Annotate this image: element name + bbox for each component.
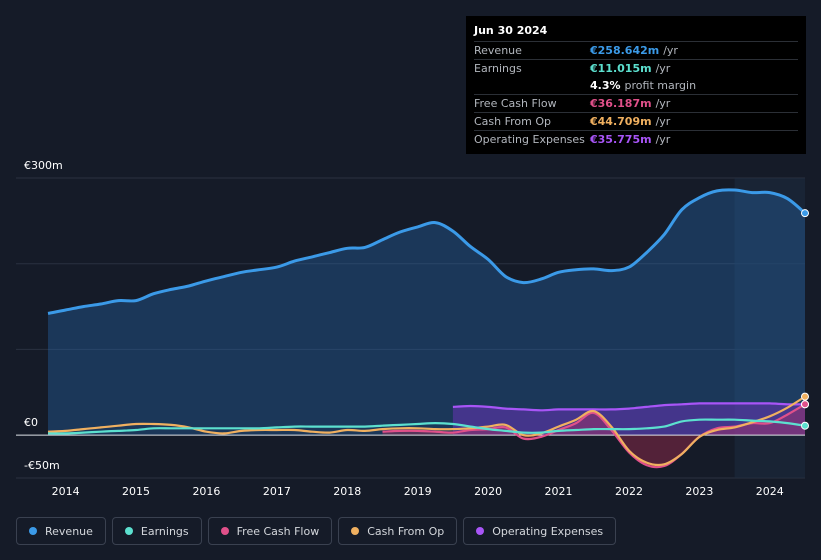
- free-cash-flow-area: [382, 404, 805, 468]
- x-tick-label: 2016: [192, 485, 220, 498]
- legend-item-cash-from-op[interactable]: Cash From Op: [338, 517, 458, 545]
- cash-from-op-end-dot: [801, 392, 809, 401]
- tooltip-row-unit: profit margin: [624, 78, 697, 92]
- x-tick-label: 2022: [615, 485, 643, 498]
- tooltip-row-label: Operating Expenses: [474, 132, 585, 146]
- tooltip-row-value: €44.709m: [590, 114, 652, 128]
- highlight-rect: [734, 178, 805, 478]
- tooltip-row-unit: /yr: [655, 132, 671, 146]
- tooltip: Jun 30 2024 Revenue €258.642m/yr Earnings €…: [466, 16, 806, 154]
- legend-item-earnings[interactable]: Earnings: [111, 517, 202, 545]
- x-tick-label: 2020: [474, 485, 502, 498]
- revenue-area: [48, 189, 805, 436]
- tooltip-row-value: €258.642m: [590, 43, 660, 57]
- tooltip-row-unit: /yr: [655, 61, 671, 75]
- tooltip-row-value: 4.3%: [590, 78, 621, 92]
- tooltip-row-unit: /yr: [655, 96, 671, 110]
- highlight-band: [734, 178, 805, 478]
- tooltip-row-label: Revenue: [474, 43, 522, 57]
- x-tick-label: 2023: [685, 485, 713, 498]
- x-tick-label: 2014: [52, 485, 80, 498]
- legend-dot-icon: [351, 527, 360, 535]
- tooltip-row-value: €36.187m: [590, 96, 652, 110]
- tooltip-row: Revenue €258.642m/yr: [474, 41, 798, 59]
- tooltip-row-label: Free Cash Flow: [474, 96, 557, 110]
- earnings-end-dot: [801, 421, 809, 430]
- tooltip-row: Operating Expenses €35.775m/yr: [474, 130, 798, 148]
- x-tick-label: 2017: [263, 485, 291, 498]
- y-tick-label: €0: [24, 416, 38, 430]
- tooltip-row: 4.3% profit margin: [474, 77, 798, 94]
- gridlines: [16, 177, 805, 479]
- legend-dot-icon: [476, 527, 485, 535]
- legend-dot-icon: [220, 527, 229, 535]
- tooltip-row-value: €11.015m: [590, 61, 652, 75]
- earnings-line: [47, 418, 806, 435]
- legend-item-free-cash-flow[interactable]: Free Cash Flow: [207, 517, 333, 545]
- x-axis-ticks: 2014 2015 2016 2017 2018 2019 2020 2021 2022 2023…: [52, 485, 784, 498]
- x-tick-label: 2021: [545, 485, 573, 498]
- tooltip-row: Earnings €11.015m/yr: [474, 59, 798, 77]
- legend-label: Revenue: [45, 524, 93, 538]
- tooltip-date: Jun 30 2024: [474, 24, 548, 37]
- tooltip-row-unit: /yr: [663, 43, 678, 57]
- x-tick-label: 2015: [122, 485, 150, 498]
- y-tick-label: €300m: [24, 159, 63, 172]
- legend-label: Free Cash Flow: [236, 524, 320, 538]
- free-cash-flow-end-dot: [801, 400, 809, 409]
- legend-label: Cash From Op: [367, 524, 445, 538]
- operating-expenses-line: [452, 402, 806, 412]
- tooltip-row: Cash From Op €44.709m/yr: [474, 112, 798, 130]
- x-tick-label: 2018: [333, 485, 361, 498]
- legend-label: Earnings: [140, 524, 189, 538]
- series-areas: [48, 189, 805, 468]
- revenue-end-dot: [801, 209, 809, 218]
- tooltip-rows: Revenue €258.642m/yr Earnings €11.015m/yr 4.…: [474, 41, 798, 148]
- cash-from-op-line: [47, 395, 806, 467]
- x-tick-label: 2024: [756, 485, 784, 498]
- x-tick-label: 2019: [404, 485, 432, 498]
- legend-label: Operating Expenses: [492, 524, 604, 538]
- tooltip-row-value: €35.775m: [590, 132, 652, 146]
- legend-dot-icon: [29, 527, 37, 535]
- series-lines: [47, 188, 806, 469]
- tooltip-row-label: Earnings: [474, 61, 522, 75]
- y-tick-label: -€50m: [24, 459, 60, 472]
- tooltip-row: Free Cash Flow €36.187m/yr: [474, 94, 798, 112]
- legend: Revenue Earnings Free Cash Flow Cash From O…: [16, 517, 617, 545]
- legend-dot-icon: [124, 527, 133, 535]
- tooltip-row-label: Cash From Op: [474, 114, 552, 128]
- legend-item-revenue[interactable]: Revenue: [16, 517, 106, 545]
- legend-item-operating-expenses[interactable]: Operating Expenses: [463, 517, 617, 545]
- tooltip-row-unit: /yr: [655, 114, 671, 128]
- revenue-line: [47, 188, 806, 315]
- series-end-dots: [801, 209, 809, 430]
